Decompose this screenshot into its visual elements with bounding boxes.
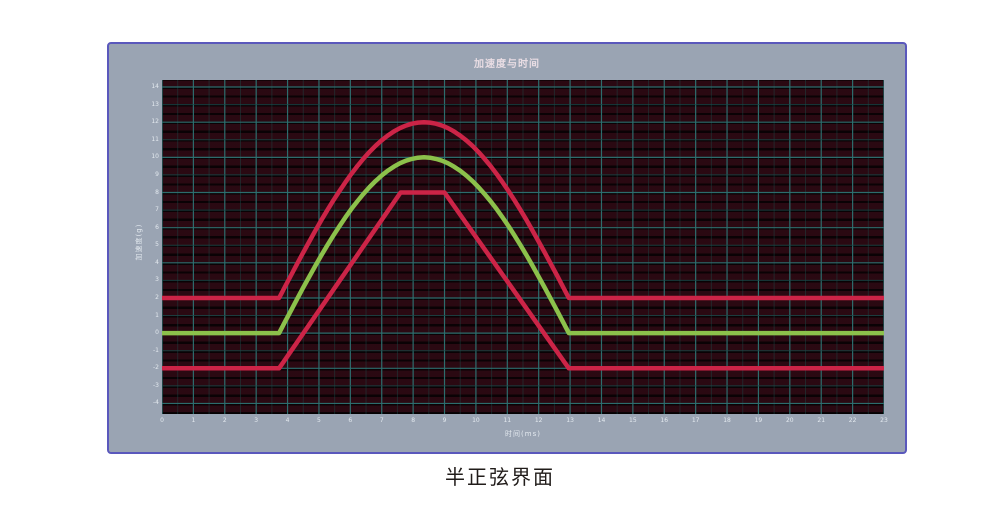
y-tick-label: -1 xyxy=(153,346,159,354)
x-tick-label: 14 xyxy=(597,417,606,424)
x-tick-label: 21 xyxy=(817,417,826,424)
y-tick-label: 6 xyxy=(155,223,159,231)
x-tick-label: 6 xyxy=(348,417,353,424)
y-tick-label: 3 xyxy=(155,276,159,284)
y-tick-label: 9 xyxy=(155,170,159,178)
x-axis-title: 时间(ms) xyxy=(505,430,541,438)
y-tick-label: 4 xyxy=(155,258,159,266)
x-tick-label: 3 xyxy=(254,417,259,424)
y-tick-label: 14 xyxy=(151,83,159,91)
x-tick-label: 22 xyxy=(848,417,857,424)
y-tick-label: 7 xyxy=(155,206,159,214)
x-tick-label: 11 xyxy=(503,417,512,424)
x-tick-label: 18 xyxy=(723,417,731,424)
x-tick-label: 0 xyxy=(160,417,164,424)
x-tick-label: 23 xyxy=(880,417,888,424)
y-tick-label: 13 xyxy=(151,100,159,108)
series-upper-tolerance xyxy=(162,119,884,301)
chart-svg xyxy=(162,80,884,414)
chart-title: 加速度与时间 xyxy=(474,59,540,70)
y-tick-label: 0 xyxy=(155,329,159,337)
x-tick-label: 15 xyxy=(629,417,637,424)
x-tick-label: 5 xyxy=(317,417,321,424)
y-tick-label: 12 xyxy=(151,118,159,126)
y-tick-label: -3 xyxy=(153,381,159,389)
x-tick-label: 10 xyxy=(472,417,480,424)
x-tick-label: 20 xyxy=(785,417,794,424)
y-tick-label: 10 xyxy=(151,153,159,161)
y-tick-label: 11 xyxy=(151,135,159,143)
x-tick-label: 12 xyxy=(534,417,543,424)
x-tick-label: 8 xyxy=(411,417,416,424)
y-tick-label: 2 xyxy=(155,293,159,301)
half-sine-window: 加速度与时间 加速度(g) 14 13 12 11 10 9 8 7 6 5 4 3 2 1 0 -1 -2 -3… xyxy=(107,42,907,454)
x-tick-label: 7 xyxy=(379,417,384,424)
y-axis-title: 加速度(g) xyxy=(135,223,143,261)
y-tick-label: -4 xyxy=(153,399,159,407)
x-tick-label: 16 xyxy=(660,417,669,424)
series-nominal-pulse xyxy=(162,155,884,336)
y-tick-label: -2 xyxy=(153,364,159,372)
figure-caption: 半正弦界面 xyxy=(445,465,555,489)
x-tick-label: 9 xyxy=(442,417,447,424)
x-tick-label: 1 xyxy=(191,417,196,424)
x-tick-label: 4 xyxy=(285,417,290,424)
x-tick-label: 17 xyxy=(691,417,700,424)
series-lower-tolerance xyxy=(162,190,884,371)
y-tick-label: 8 xyxy=(155,188,159,196)
plot-area xyxy=(162,80,884,414)
x-tick-label: 19 xyxy=(754,417,763,424)
y-tick-label: 5 xyxy=(155,241,159,249)
x-tick-label: 2 xyxy=(222,417,227,424)
x-tick-label: 13 xyxy=(566,417,574,424)
y-tick-label: 1 xyxy=(155,311,159,319)
